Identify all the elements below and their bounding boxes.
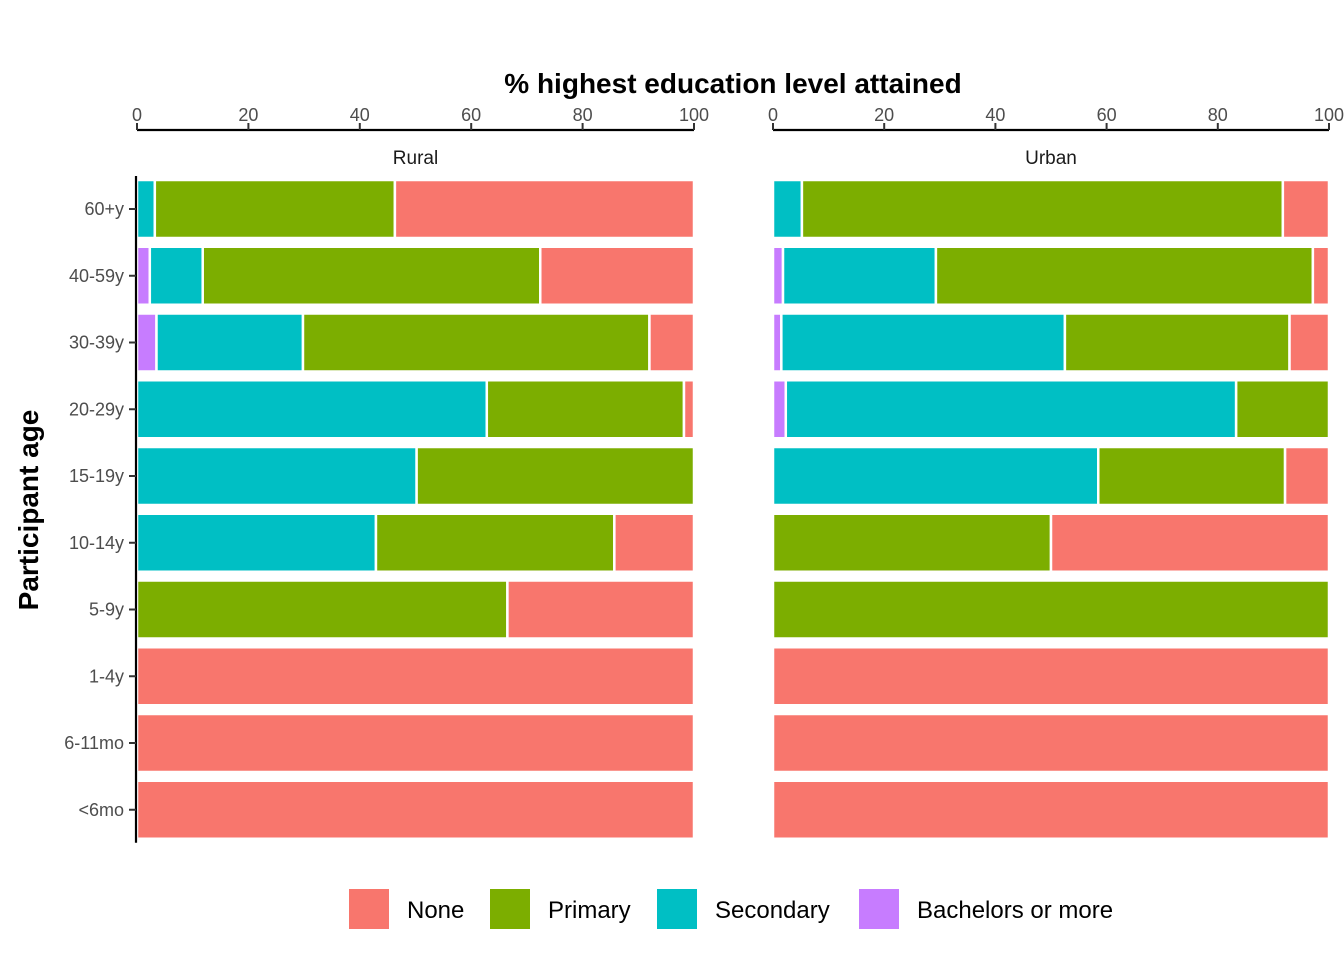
bar-urban-20-29y-bachelors-or-more bbox=[771, 379, 788, 440]
legend-swatch-primary bbox=[490, 889, 530, 929]
bar-rural-20-29y-secondary bbox=[135, 379, 489, 440]
legend-item-primary: Primary bbox=[490, 889, 631, 929]
x-tick-label: 20 bbox=[874, 105, 894, 125]
bar-rural-10-14y-secondary bbox=[135, 512, 378, 573]
bar-urban-30-39y-none bbox=[1288, 312, 1331, 373]
bar-urban-1-4y-none bbox=[771, 646, 1331, 707]
legend-label-bachelors-or-more: Bachelors or more bbox=[917, 897, 1113, 924]
x-tick-label: 100 bbox=[679, 105, 709, 125]
bar-rural-6mo-none bbox=[135, 779, 696, 840]
bar-rural-5-9y-primary bbox=[135, 579, 509, 640]
bar-urban-40-59y-none bbox=[1311, 245, 1331, 306]
bar-urban-40-59y-secondary bbox=[781, 245, 938, 306]
bar-rural-40-59y-primary bbox=[201, 245, 542, 306]
bar-urban-6mo-none bbox=[771, 779, 1331, 840]
legend-swatch-bachelors-or-more bbox=[859, 889, 899, 929]
x-tick-label: 0 bbox=[132, 105, 142, 125]
x-tick-label: 0 bbox=[768, 105, 778, 125]
bar-urban-40-59y-primary bbox=[934, 245, 1315, 306]
bar-rural-15-19y-secondary bbox=[135, 445, 418, 507]
bar-urban-15-19y-none bbox=[1283, 445, 1331, 507]
bar-urban-40-59y-bachelors-or-more bbox=[771, 245, 785, 306]
bar-rural-15-19y-primary bbox=[415, 445, 696, 507]
bar-urban-30-39y-secondary bbox=[780, 312, 1067, 373]
y-tick-label-60plusy: 60+y bbox=[84, 199, 124, 219]
bar-rural-60plusy-secondary bbox=[135, 178, 157, 240]
bar-urban-10-14y-primary bbox=[771, 512, 1053, 573]
bar-urban-6-11mo-none bbox=[771, 712, 1331, 774]
bar-rural-60plusy-primary bbox=[153, 178, 397, 240]
y-tick-label-20-29y: 20-29y bbox=[69, 399, 124, 419]
bar-urban-30-39y-bachelors-or-more bbox=[771, 312, 783, 373]
bar-rural-20-29y-none bbox=[682, 379, 696, 440]
x-tick-label: 60 bbox=[1097, 105, 1117, 125]
legend-item-bachelors-or-more: Bachelors or more bbox=[859, 889, 1113, 929]
legend-item-secondary: Secondary bbox=[657, 889, 830, 929]
bar-urban-60plusy-none bbox=[1281, 178, 1331, 240]
bar-urban-20-29y-primary bbox=[1234, 379, 1331, 440]
x-axis-title: % highest education level attained bbox=[504, 68, 961, 99]
legend-swatch-secondary bbox=[657, 889, 697, 929]
legend: None Primary Secondary Bachelors or more bbox=[349, 889, 1113, 929]
y-tick-label-1-4y: 1-4y bbox=[89, 666, 124, 686]
x-tick-label: 80 bbox=[1208, 105, 1228, 125]
y-tick-label-6mo: <6mo bbox=[78, 800, 124, 820]
bar-rural-40-59y-secondary bbox=[148, 245, 204, 306]
legend-label-none: None bbox=[407, 897, 464, 924]
panel-rural: 0 20 40 60 80 100 Rural bbox=[132, 105, 709, 840]
x-tick-label: 20 bbox=[238, 105, 258, 125]
bar-rural-40-59y-bachelors-or-more bbox=[135, 245, 152, 306]
bar-rural-60plusy-none bbox=[393, 178, 696, 240]
bar-rural-30-39y-none bbox=[648, 312, 696, 373]
legend-label-primary: Primary bbox=[548, 897, 631, 924]
x-tick-label: 40 bbox=[350, 105, 370, 125]
bar-rural-20-29y-primary bbox=[485, 379, 686, 440]
panel-label-rural: Rural bbox=[393, 148, 438, 169]
legend-item-none: None bbox=[349, 889, 464, 929]
bar-rural-10-14y-none bbox=[613, 512, 696, 573]
x-tick-label: 40 bbox=[985, 105, 1005, 125]
y-tick-label-5-9y: 5-9y bbox=[89, 600, 124, 620]
legend-label-secondary: Secondary bbox=[715, 897, 830, 924]
y-tick-label-10-14y: 10-14y bbox=[69, 533, 124, 553]
bar-rural-5-9y-none bbox=[506, 579, 696, 640]
bar-rural-30-39y-primary bbox=[301, 312, 651, 373]
y-tick-label-30-39y: 30-39y bbox=[69, 333, 124, 353]
bar-rural-10-14y-primary bbox=[374, 512, 616, 573]
x-tick-label: 60 bbox=[461, 105, 481, 125]
bar-urban-10-14y-none bbox=[1049, 512, 1331, 573]
panel-label-urban: Urban bbox=[1025, 148, 1077, 169]
y-tick-label-15-19y: 15-19y bbox=[69, 466, 124, 486]
bar-urban-20-29y-secondary bbox=[784, 379, 1238, 440]
bar-rural-1-4y-none bbox=[135, 646, 696, 707]
panel-urban: 0 20 40 60 80 100 Urban bbox=[768, 105, 1344, 840]
bar-urban-60plusy-primary bbox=[800, 178, 1285, 240]
bar-rural-40-59y-none bbox=[539, 245, 696, 306]
x-tick-label: 100 bbox=[1314, 105, 1344, 125]
bar-urban-15-19y-primary bbox=[1097, 445, 1287, 507]
bar-rural-6-11mo-none bbox=[135, 712, 696, 774]
y-tick-label-6-11mo: 6-11mo bbox=[64, 733, 124, 753]
bar-rural-30-39y-secondary bbox=[155, 312, 305, 373]
x-tick-label: 80 bbox=[573, 105, 593, 125]
bar-urban-30-39y-primary bbox=[1063, 312, 1291, 373]
y-axis-title: Participant age bbox=[13, 410, 44, 611]
y-tick-label-40-59y: 40-59y bbox=[69, 266, 124, 286]
legend-swatch-none bbox=[349, 889, 389, 929]
bar-rural-30-39y-bachelors-or-more bbox=[135, 312, 158, 373]
bar-urban-60plusy-secondary bbox=[771, 178, 804, 240]
bar-urban-5-9y-primary bbox=[771, 579, 1331, 640]
bar-urban-15-19y-secondary bbox=[771, 445, 1100, 507]
